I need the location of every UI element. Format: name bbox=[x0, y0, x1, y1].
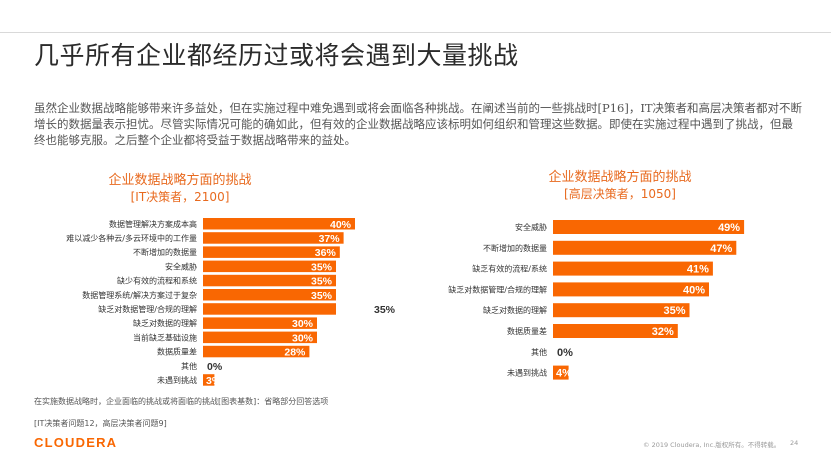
intro-paragraph: 虽然企业数据战略能够带来许多益处，但在实施过程中难免遇到或将会面临各种挑战。在阐… bbox=[34, 101, 803, 147]
right-chart-subtitle: [高层决策者，1050] bbox=[564, 187, 676, 201]
value-label: 3% bbox=[206, 375, 222, 387]
value-label: 28% bbox=[284, 347, 306, 359]
value-label: 35% bbox=[311, 261, 333, 273]
value-label: 36% bbox=[315, 247, 337, 259]
bar bbox=[203, 274, 336, 287]
right-bar-chart: 安全威胁 49% 不断增加的数据量 47% 缺乏有效的流程/系统 41% 缺乏对数据管理/合… bbox=[448, 220, 745, 380]
bar bbox=[203, 303, 336, 315]
bar bbox=[203, 289, 336, 301]
left-bar-chart: 数据管理解决方案成本高 40% 难以减少各种云/多云环境中的工作量 37% 不断增加的数… bbox=[66, 218, 396, 387]
value-label: 4% bbox=[556, 368, 572, 380]
value-label: 30% bbox=[292, 332, 314, 344]
copyright-text: © 2019 Cloudera, Inc.版权所有。不得转载。 bbox=[643, 441, 781, 449]
category-label: 不断增加的数据量 bbox=[483, 243, 547, 253]
category-label: 缺乏对数据的理解 bbox=[133, 318, 197, 328]
value-label: 40% bbox=[683, 284, 705, 296]
category-label: 未遇到挑战 bbox=[507, 368, 547, 378]
footnote-base: 在实施数据战略时，企业面临的挑战或将面临的挑战[图表基数]：省略部分回答选项 bbox=[34, 397, 329, 406]
left-chart-title: 企业数据战略方面的挑战 bbox=[108, 173, 252, 188]
bar bbox=[553, 324, 678, 338]
bar bbox=[553, 261, 713, 276]
category-label: 缺乏对数据管理/合规的理解 bbox=[98, 304, 197, 314]
value-label: 37% bbox=[319, 233, 341, 245]
footnote-question: [IT决策者问题12，高层决策者问题9] bbox=[34, 419, 167, 428]
category-label: 安全威胁 bbox=[515, 222, 547, 232]
value-label: 35% bbox=[374, 304, 396, 316]
value-label: 41% bbox=[687, 264, 709, 276]
value-label: 35% bbox=[311, 276, 333, 288]
value-label: 47% bbox=[710, 243, 732, 255]
category-label: 缺乏有效的流程/系统 bbox=[472, 264, 547, 274]
bar bbox=[553, 220, 745, 234]
bar bbox=[203, 260, 336, 273]
bar bbox=[203, 374, 215, 386]
left-chart-subtitle: [IT决策者，2100] bbox=[130, 190, 230, 204]
bar bbox=[203, 218, 355, 230]
top-rule bbox=[0, 32, 831, 33]
bar bbox=[553, 365, 569, 380]
value-label: 35% bbox=[311, 290, 333, 302]
category-label: 未遇到挑战 bbox=[157, 375, 197, 385]
category-label: 数据质量差 bbox=[157, 347, 197, 357]
value-label: 0% bbox=[557, 347, 573, 359]
value-label: 30% bbox=[292, 318, 314, 330]
cloudera-logo: CLOUDERA bbox=[34, 435, 118, 450]
category-label: 数据管理解决方案成本高 bbox=[109, 219, 197, 229]
value-label: 32% bbox=[652, 326, 674, 338]
value-label: 40% bbox=[330, 219, 352, 231]
category-label: 难以减少各种云/多云环境中的工作量 bbox=[66, 233, 197, 243]
page-title: 几乎所有企业都经历过或将会遇到大量挑战 bbox=[34, 41, 519, 70]
category-label: 缺少有效的流程和系统 bbox=[117, 276, 197, 286]
category-label: 安全威胁 bbox=[165, 261, 197, 271]
category-label: 其他 bbox=[531, 347, 547, 357]
bar bbox=[203, 246, 340, 258]
value-label: 0% bbox=[207, 361, 223, 373]
value-label: 49% bbox=[718, 222, 740, 234]
category-label: 缺乏对数据管理/合规的理解 bbox=[448, 284, 547, 294]
page-number: 24 bbox=[790, 439, 799, 447]
bar bbox=[203, 232, 344, 244]
right-chart-title: 企业数据战略方面的挑战 bbox=[548, 170, 692, 185]
bar bbox=[203, 317, 317, 329]
category-label: 不断增加的数据量 bbox=[133, 247, 197, 257]
bar bbox=[553, 303, 690, 318]
value-label: 35% bbox=[663, 305, 685, 317]
bar bbox=[203, 331, 317, 344]
category-label: 数据管理系统/解决方案过于复杂 bbox=[82, 290, 197, 300]
bar bbox=[553, 240, 737, 255]
category-label: 缺乏对数据的理解 bbox=[483, 305, 547, 315]
category-label: 数据质量差 bbox=[507, 326, 547, 336]
bar bbox=[553, 282, 709, 297]
category-label: 其他 bbox=[181, 361, 197, 371]
bar bbox=[203, 345, 310, 358]
category-label: 当前缺乏基础设施 bbox=[133, 332, 197, 342]
